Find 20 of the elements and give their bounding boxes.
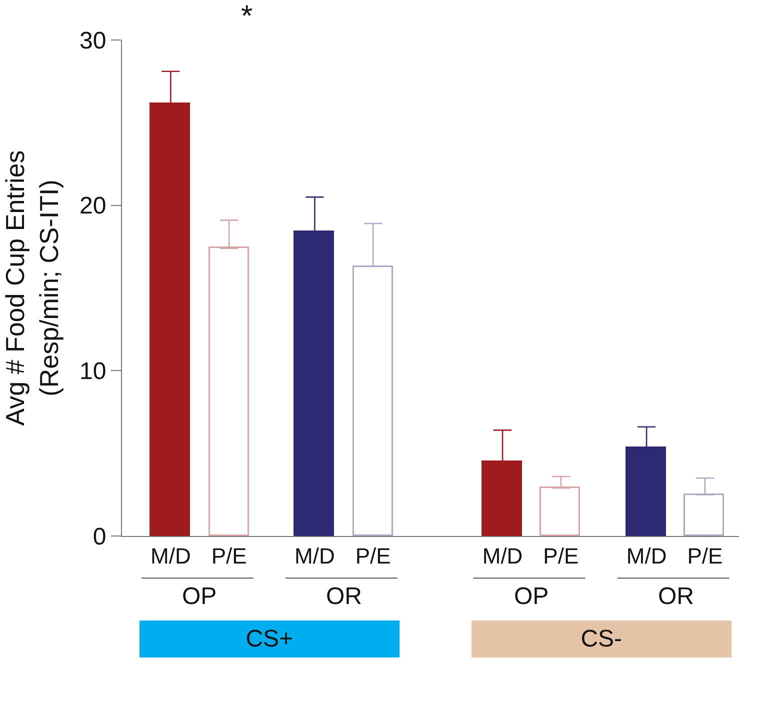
x-tick-label: P/E xyxy=(355,543,391,568)
text: CS+ xyxy=(246,626,294,652)
text: * xyxy=(241,0,253,33)
x-tick-label: M/D xyxy=(150,543,191,568)
x-tick-label: M/D xyxy=(626,543,667,568)
x-tick-label: P/E xyxy=(543,543,579,568)
y-axis-title: Avg # Food Cup Entries (Resp/min; CS-ITI) xyxy=(0,150,64,426)
text: OP xyxy=(182,583,217,610)
x-tick-label: M/D xyxy=(482,543,523,568)
x-tick-label: M/D xyxy=(294,543,335,568)
x-tick-label: P/E xyxy=(211,543,247,568)
text: OP xyxy=(514,583,549,610)
text: OR xyxy=(658,583,694,610)
y-tick-label: 10 xyxy=(79,358,106,386)
x-tick-label: P/E xyxy=(687,543,723,568)
y-tick-label: 0 xyxy=(92,523,106,550)
text: OR xyxy=(326,583,362,610)
y-tick-label: 30 xyxy=(79,27,106,54)
y-tick-label: 20 xyxy=(79,192,106,220)
text: CS- xyxy=(580,626,622,652)
